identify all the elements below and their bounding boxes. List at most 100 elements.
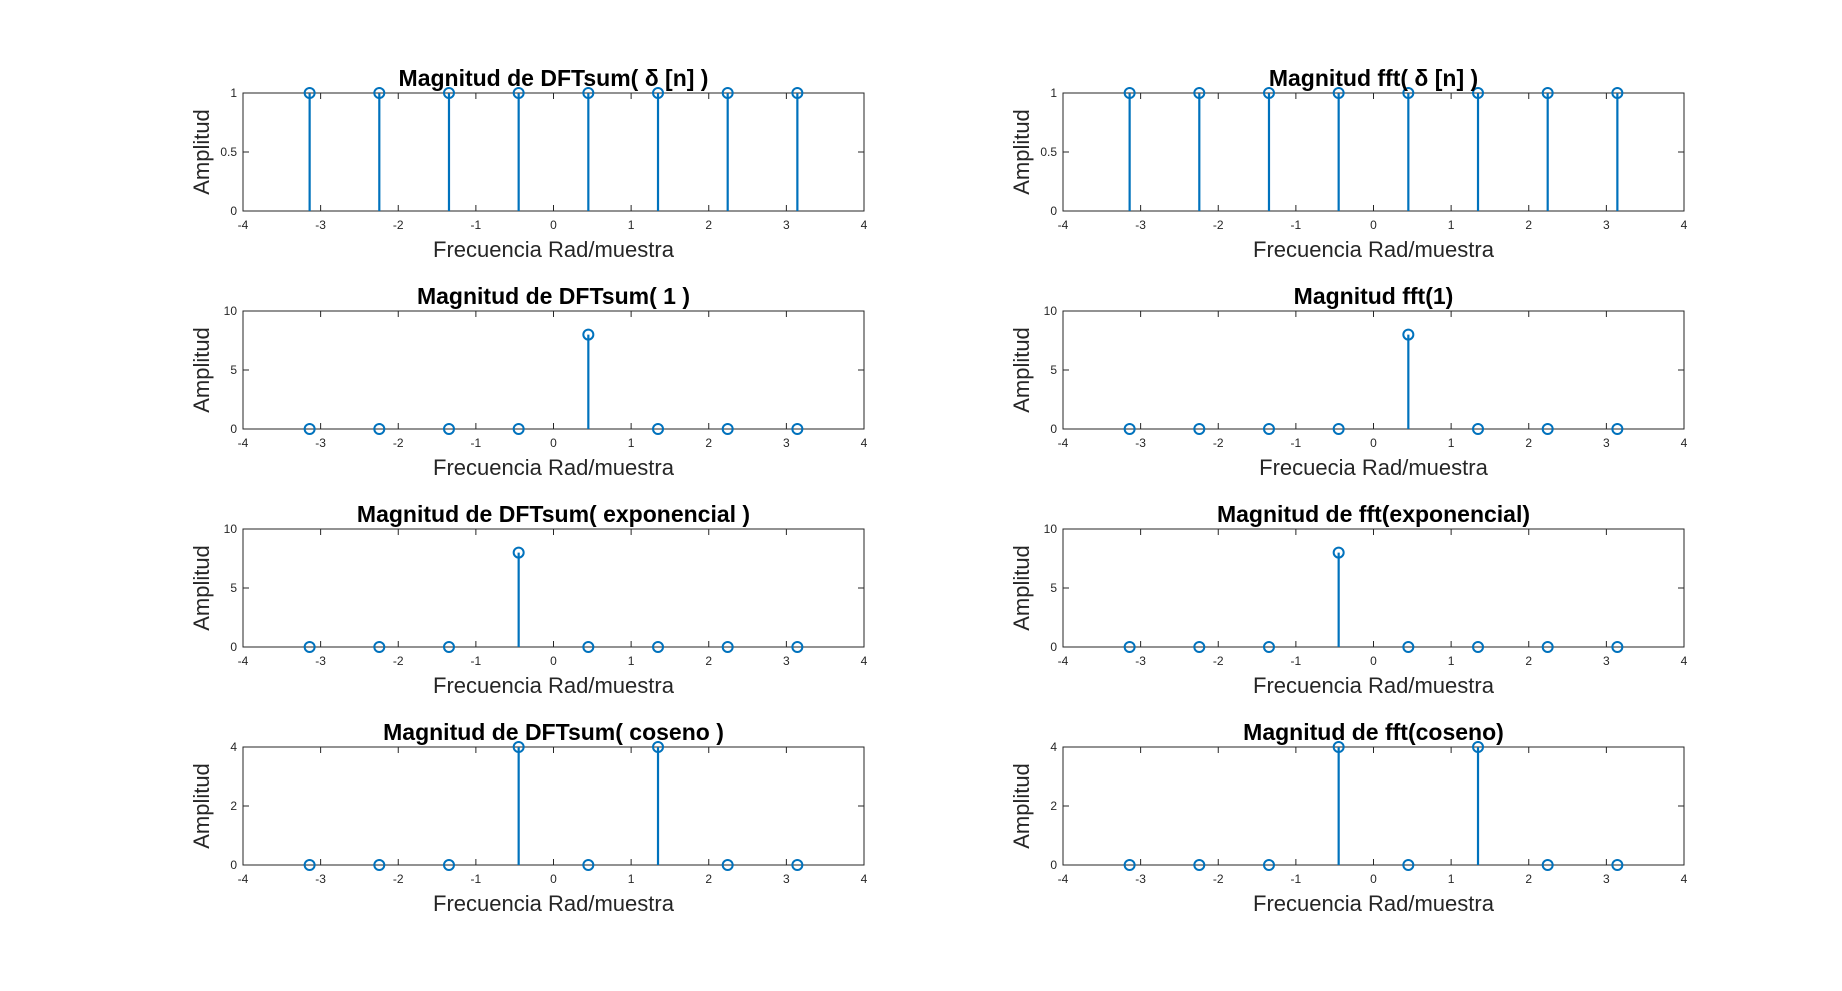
x-tick-label: -3 xyxy=(315,218,326,232)
stem-marker xyxy=(1402,859,1415,871)
x-tick-label: 1 xyxy=(1448,872,1455,886)
x-tick-label: 1 xyxy=(1448,654,1455,668)
y-tick-label: 10 xyxy=(224,304,238,318)
x-tick-label: 0 xyxy=(550,872,557,886)
stem-marker xyxy=(1541,423,1554,435)
stem-marker xyxy=(1332,546,1345,559)
subplot-6: -4 -3 -2 -1 0 1 2 3 4 0 5 10 Magnitud de fft(exponen… xyxy=(1009,501,1688,698)
x-tick-label: -2 xyxy=(393,218,404,232)
x-tick-label: 4 xyxy=(1681,436,1688,450)
stem-marker xyxy=(791,87,804,99)
x-tick-label: 4 xyxy=(1681,218,1688,232)
x-tick-label: 4 xyxy=(861,436,868,450)
stem-marker xyxy=(652,741,665,753)
stem-marker xyxy=(442,423,455,435)
subplot-3: -4 -3 -2 -1 0 1 2 3 4 0 5 10 Magnitud de DFTsum( 1 )… xyxy=(189,283,868,480)
axes-box xyxy=(242,746,865,866)
y-tick-label: 5 xyxy=(230,363,237,377)
stem-marker xyxy=(791,641,804,653)
stem-marker xyxy=(512,423,525,435)
x-tick-label: -2 xyxy=(1213,872,1224,886)
subplot-8: -4 -3 -2 -1 0 1 2 3 4 0 2 4 Magnitud de fft(coseno) F… xyxy=(1009,719,1688,916)
x-tick-label: -4 xyxy=(238,872,249,886)
x-tick-label: 2 xyxy=(705,436,712,450)
stem-marker xyxy=(652,423,665,435)
y-axis-label: Amplitud xyxy=(189,327,214,413)
x-tick-label: -3 xyxy=(1135,436,1146,450)
x-tick-label: -1 xyxy=(471,436,482,450)
x-tick-label: -3 xyxy=(315,654,326,668)
x-tick-label: -2 xyxy=(1213,436,1224,450)
y-tick-label: 4 xyxy=(1050,740,1057,754)
x-tick-label: 3 xyxy=(1603,436,1610,450)
stem-marker xyxy=(1262,641,1275,653)
stem-marker xyxy=(1193,859,1206,871)
y-tick-label: 2 xyxy=(1050,799,1057,813)
subplot-4: -4 -3 -2 -1 0 1 2 3 4 0 5 10 Magnitud fft(1) Frecueci… xyxy=(1009,283,1688,480)
stem-marker xyxy=(373,423,386,435)
x-tick-label: -2 xyxy=(393,872,404,886)
y-tick-label: 0 xyxy=(230,204,237,218)
y-axis-label: Amplitud xyxy=(189,545,214,631)
x-tick-label: 3 xyxy=(1603,654,1610,668)
axes-box xyxy=(1062,746,1685,866)
stem-marker xyxy=(652,87,665,99)
y-tick-label: 5 xyxy=(1050,363,1057,377)
y-tick-label: 0.5 xyxy=(1040,145,1057,159)
stem-marker xyxy=(1332,741,1345,753)
axes-box xyxy=(1062,92,1685,212)
subplot-7: -4 -3 -2 -1 0 1 2 3 4 0 2 4 Magnitud de DFTsum( cose… xyxy=(189,719,868,916)
stem-marker xyxy=(1541,641,1554,653)
x-tick-label: 3 xyxy=(783,872,790,886)
y-axis-label: Amplitud xyxy=(1009,545,1034,631)
y-tick-label: 0 xyxy=(230,858,237,872)
stem-marker xyxy=(791,423,804,435)
subplot-title: Magnitud de DFTsum( coseno ) xyxy=(383,719,724,745)
y-tick-label: 1 xyxy=(1050,86,1057,100)
x-tick-label: -4 xyxy=(238,654,249,668)
x-tick-label: 2 xyxy=(705,218,712,232)
x-tick-label: 2 xyxy=(1525,436,1532,450)
x-tick-label: -1 xyxy=(1291,218,1302,232)
y-axis-label: Amplitud xyxy=(1009,109,1034,195)
x-axis-label: Frecuencia Rad/muestra xyxy=(1253,237,1495,262)
stem-marker xyxy=(442,859,455,871)
subplot-2: -4 -3 -2 -1 0 1 2 3 4 0 0.5 1 Magnitud fft( δ [n] ) F… xyxy=(1009,65,1688,262)
x-tick-label: 1 xyxy=(628,654,635,668)
x-tick-label: 1 xyxy=(628,872,635,886)
y-axis-label: Amplitud xyxy=(189,763,214,849)
stem-marker xyxy=(373,87,386,99)
stem-marker xyxy=(1402,641,1415,653)
stem-marker xyxy=(721,859,734,871)
x-tick-label: 2 xyxy=(1525,872,1532,886)
stem-marker xyxy=(721,87,734,99)
x-tick-label: 0 xyxy=(550,218,557,232)
stem-marker xyxy=(1332,87,1345,99)
x-tick-label: 4 xyxy=(861,218,868,232)
x-tick-label: -2 xyxy=(393,654,404,668)
x-tick-label: 4 xyxy=(1681,872,1688,886)
stem-marker xyxy=(1402,328,1415,341)
stem-marker xyxy=(582,328,595,341)
y-tick-label: 0 xyxy=(1050,204,1057,218)
stem-marker xyxy=(1193,423,1206,435)
x-tick-label: 4 xyxy=(861,654,868,668)
x-tick-label: -4 xyxy=(1058,218,1069,232)
stem-marker xyxy=(1262,423,1275,435)
x-tick-label: -4 xyxy=(1058,436,1069,450)
x-tick-label: -1 xyxy=(471,218,482,232)
y-axis-label: Amplitud xyxy=(1009,327,1034,413)
x-tick-label: 3 xyxy=(1603,872,1610,886)
x-tick-label: -2 xyxy=(1213,218,1224,232)
subplot-1: -4 -3 -2 -1 0 1 2 3 4 0 0.5 1 Magnitud de DFTsum( δ … xyxy=(189,65,868,262)
x-tick-label: 0 xyxy=(550,436,557,450)
x-tick-label: 0 xyxy=(1370,218,1377,232)
stem-marker xyxy=(373,859,386,871)
x-axis-label: Frecuecia Rad/muestra xyxy=(1259,455,1488,480)
stem-marker xyxy=(1611,859,1624,871)
y-tick-label: 10 xyxy=(1044,522,1058,536)
x-tick-label: 2 xyxy=(1525,218,1532,232)
stem-marker xyxy=(721,641,734,653)
